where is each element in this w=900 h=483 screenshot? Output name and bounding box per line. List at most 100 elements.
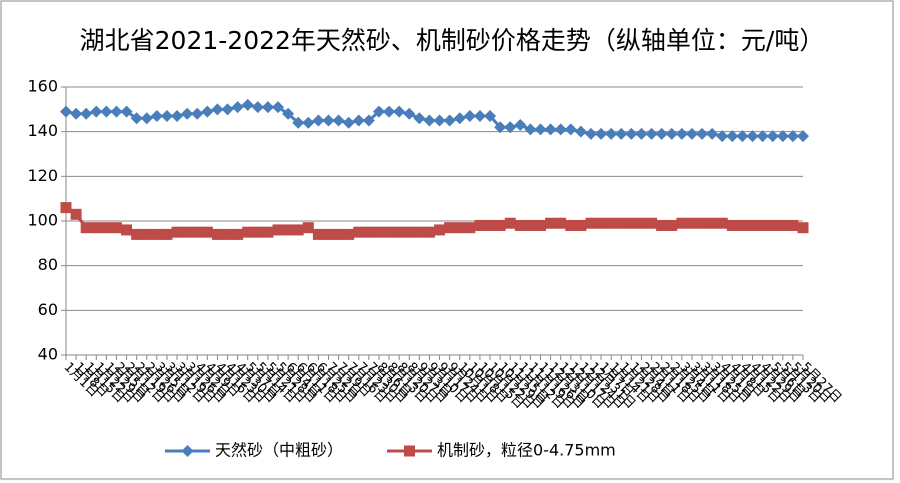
data-point	[221, 103, 234, 116]
data-point	[756, 130, 769, 143]
data-point	[261, 101, 274, 114]
data-point	[686, 217, 698, 229]
data-point	[464, 222, 476, 234]
data-point	[100, 105, 113, 118]
data-point	[393, 105, 406, 118]
data-point	[463, 110, 476, 123]
data-point	[141, 228, 153, 240]
data-point	[383, 105, 396, 118]
legend-marker	[181, 445, 194, 457]
data-point	[413, 226, 425, 238]
data-point	[211, 103, 224, 116]
data-point	[80, 222, 92, 234]
data-point	[716, 130, 729, 143]
data-point	[362, 114, 375, 127]
data-point	[160, 110, 173, 123]
data-point	[584, 127, 597, 140]
data-point	[121, 224, 133, 236]
data-point	[575, 219, 587, 231]
legend-marker	[404, 445, 415, 457]
data-point	[706, 127, 719, 140]
data-point	[535, 219, 547, 231]
data-point	[595, 127, 608, 140]
data-point	[191, 226, 203, 238]
y-tick-label: 40	[38, 345, 58, 364]
data-point	[675, 127, 688, 140]
y-tick-label: 140	[27, 121, 58, 140]
data-point	[797, 130, 809, 143]
data-point	[545, 217, 557, 229]
data-point	[393, 226, 405, 238]
data-point	[514, 219, 526, 231]
y-tick-label: 80	[38, 255, 58, 274]
data-point	[222, 228, 234, 240]
data-point	[231, 101, 244, 114]
data-point	[554, 123, 567, 136]
data-point	[736, 219, 748, 231]
data-point	[646, 217, 658, 229]
data-point	[655, 127, 668, 140]
data-point	[151, 228, 163, 240]
y-tick-label: 100	[27, 211, 58, 230]
data-point	[524, 123, 537, 136]
data-point	[484, 219, 496, 231]
data-point	[665, 127, 678, 140]
data-point	[453, 112, 466, 125]
data-point	[786, 130, 799, 143]
data-point	[766, 130, 779, 143]
data-point	[383, 226, 395, 238]
data-point	[494, 121, 507, 134]
data-point	[635, 127, 648, 140]
data-point	[767, 219, 779, 231]
data-point	[201, 105, 214, 118]
data-point	[635, 217, 647, 229]
data-point	[150, 110, 163, 123]
data-point	[726, 130, 739, 143]
chart-title: 湖北省2021-2022年天然砂、机制砂价格走势（纵轴单位：元/吨）	[80, 26, 825, 55]
data-point	[232, 228, 244, 240]
data-point	[90, 222, 102, 234]
data-point	[100, 222, 112, 234]
data-point	[272, 101, 285, 114]
data-point	[514, 118, 527, 131]
data-point	[272, 224, 284, 236]
data-point	[110, 222, 122, 234]
data-point	[322, 228, 334, 240]
data-point	[130, 112, 143, 125]
data-point	[443, 114, 456, 127]
data-point	[777, 219, 789, 231]
data-point	[242, 226, 254, 238]
data-point	[757, 219, 769, 231]
data-point	[181, 226, 193, 238]
data-point	[555, 217, 567, 229]
data-point	[60, 202, 72, 214]
data-point	[413, 112, 426, 125]
data-point	[332, 114, 345, 127]
data-point	[656, 219, 668, 231]
data-point	[433, 114, 446, 127]
y-tick-label: 60	[38, 300, 58, 319]
data-point	[372, 105, 385, 118]
data-point	[70, 208, 82, 220]
data-point	[343, 228, 355, 240]
data-point	[201, 226, 213, 238]
data-point	[312, 228, 324, 240]
data-point	[625, 127, 638, 140]
legend-label: 机制砂，粒径0-4.75mm	[437, 441, 616, 460]
data-point	[282, 224, 294, 236]
y-tick-label: 120	[27, 166, 58, 185]
data-point	[696, 127, 709, 140]
data-point	[605, 217, 617, 229]
y-tick-label: 160	[27, 77, 58, 96]
data-point	[282, 107, 295, 120]
data-point	[353, 226, 365, 238]
data-point	[251, 101, 264, 114]
data-point	[70, 107, 83, 120]
data-point	[625, 217, 637, 229]
data-point	[676, 217, 688, 229]
data-point	[585, 217, 597, 229]
data-point	[716, 217, 728, 229]
data-point	[726, 219, 738, 231]
